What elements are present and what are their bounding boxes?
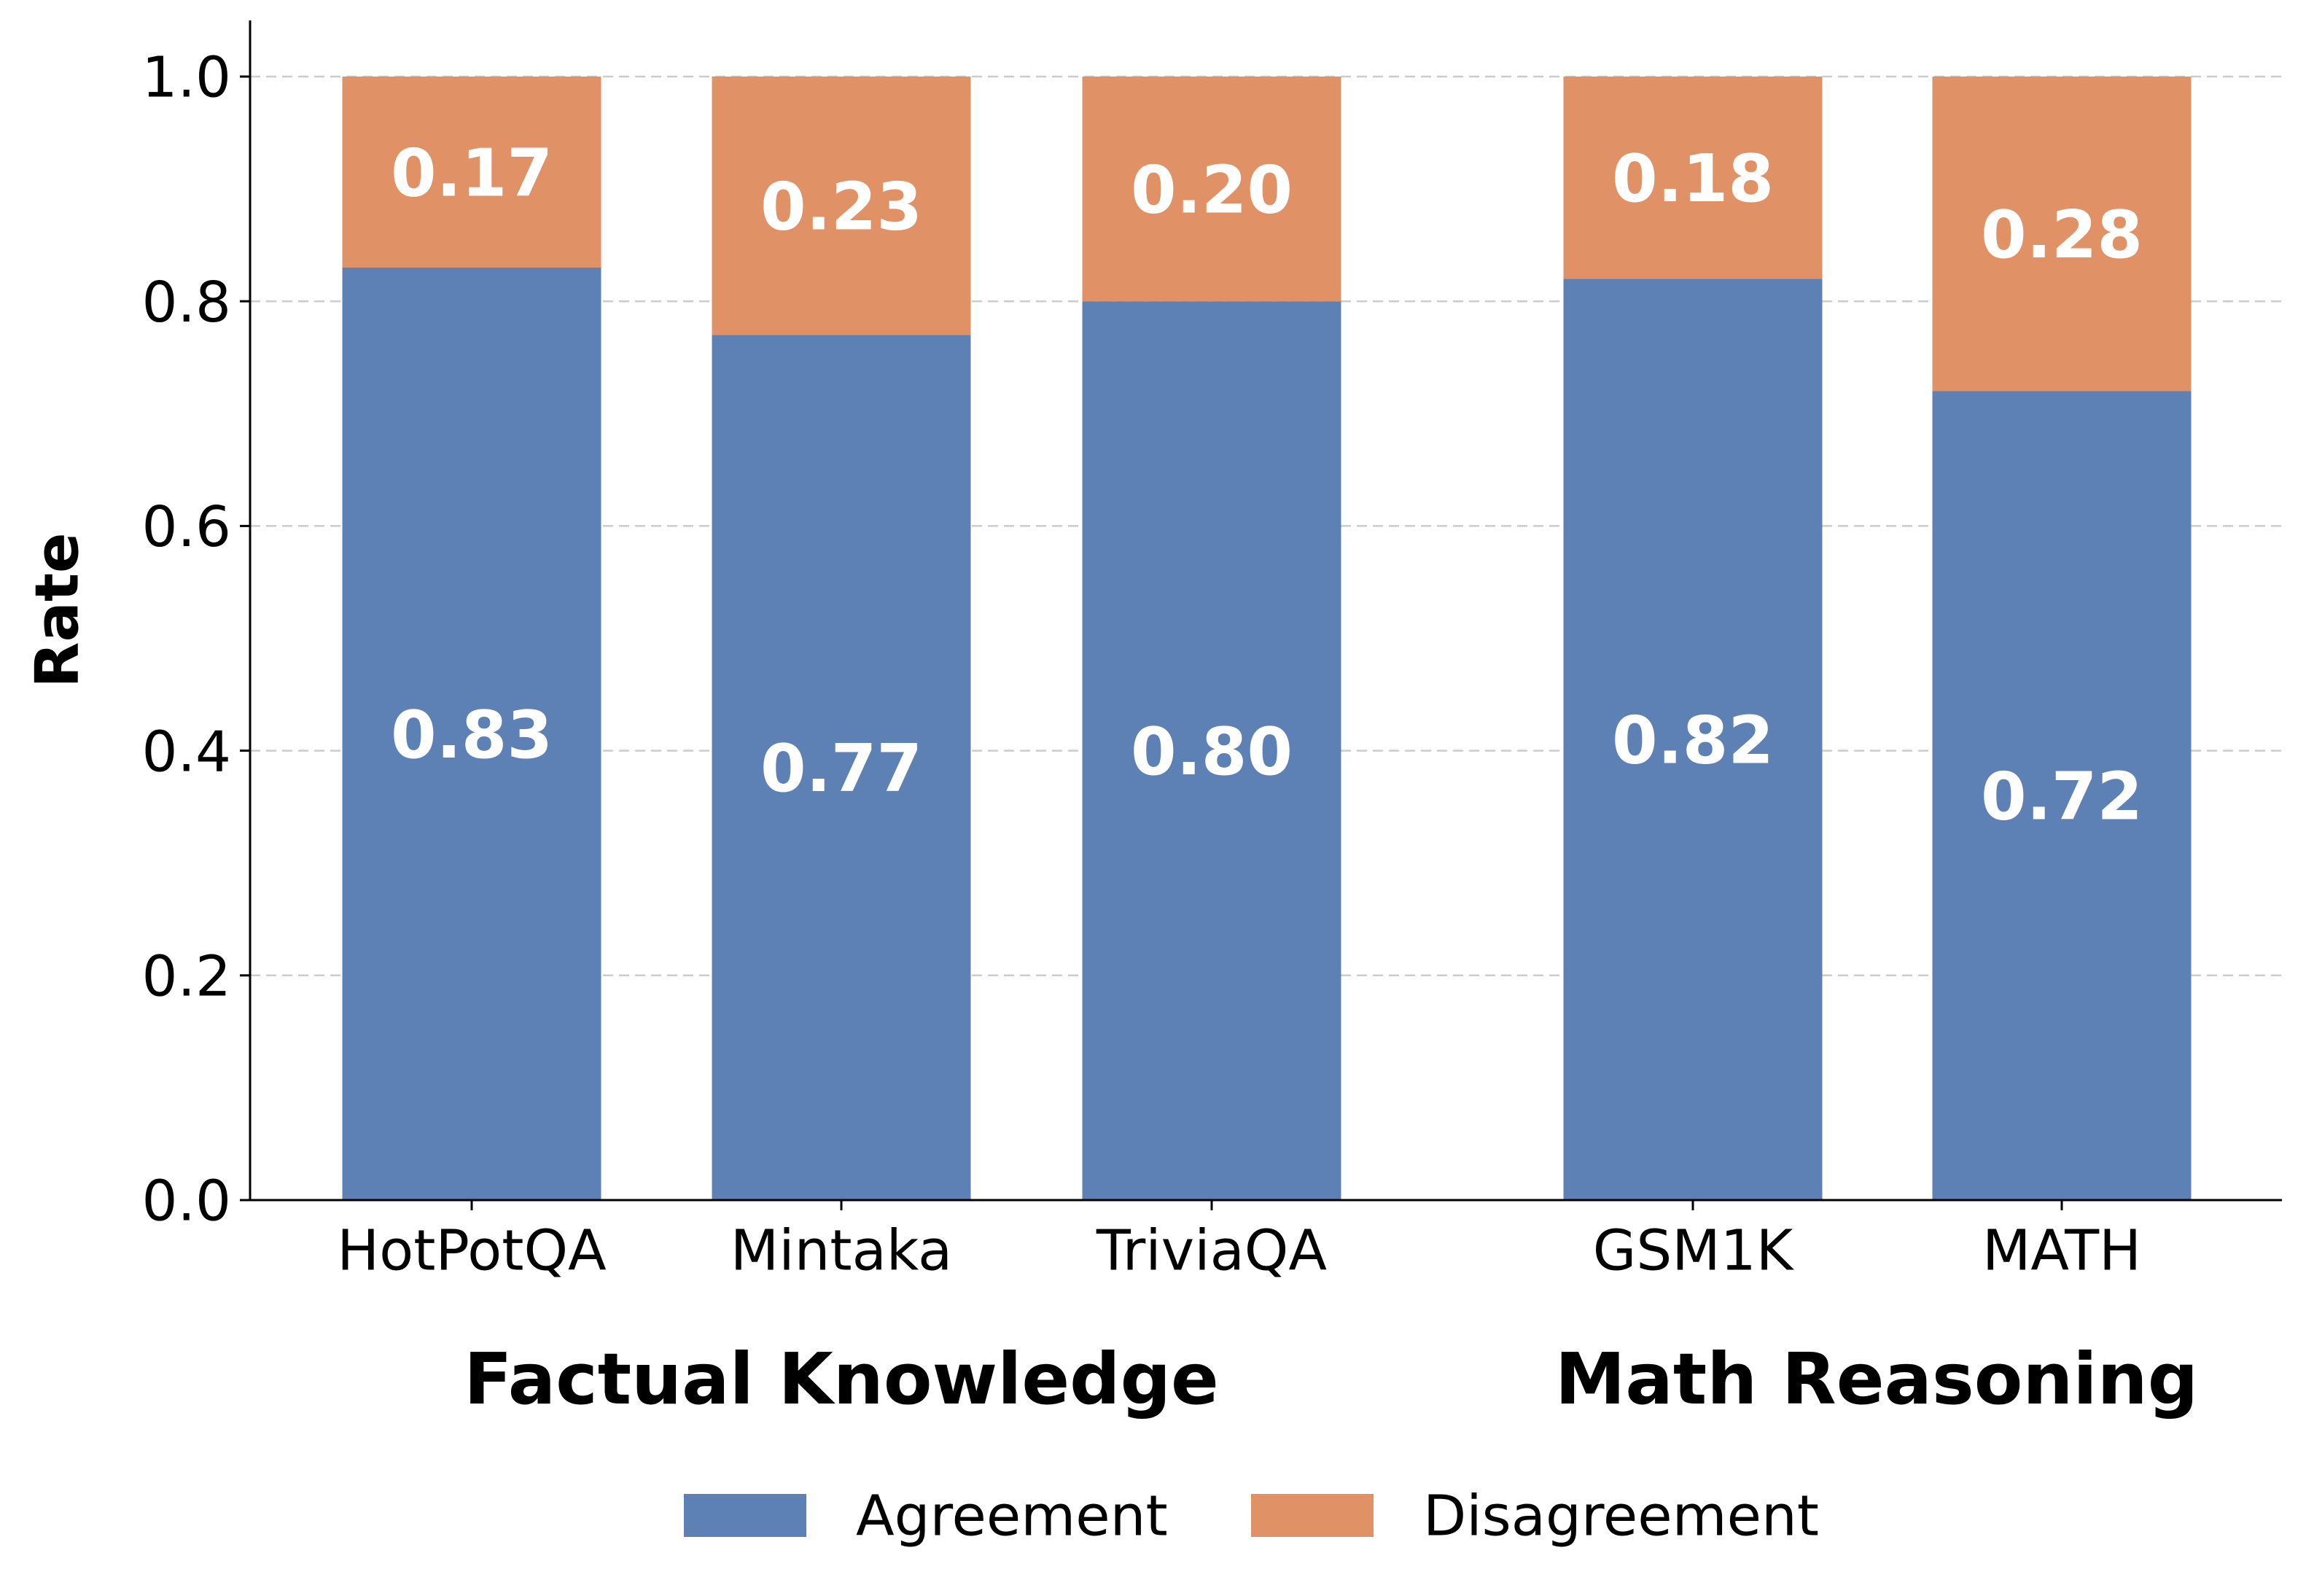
data-label: 0.28 (1981, 197, 2143, 273)
data-label: 0.77 (760, 731, 922, 807)
group-label: Math Reasoning (1555, 1338, 2198, 1420)
y-axis-label: Rate (23, 532, 93, 688)
y-ticks: 0.0 0.2 0.4 0.6 0.8 1.0 (142, 46, 250, 1234)
axes (249, 20, 2282, 1202)
x-tick-label: HotPotQA (337, 1219, 607, 1284)
x-tick-label: TriviaQA (1096, 1219, 1328, 1284)
bar-agreement-hotpotqa (342, 267, 601, 1201)
bar-disagreement-gsm1k (1563, 77, 1823, 279)
y-tick-label: 0.2 (142, 945, 231, 1010)
bar-agreement-triviaqa (1082, 301, 1341, 1201)
data-label: 0.17 (391, 135, 553, 211)
bar-disagreement-math (1932, 77, 2192, 392)
bar-agreement-mintaka (712, 335, 971, 1201)
legend: Agreement Disagreement (684, 1484, 1819, 1549)
legend-swatch-disagreement (1251, 1494, 1374, 1537)
bar-agreement-math (1932, 391, 2192, 1200)
data-label: 0.80 (1131, 714, 1293, 790)
y-tick-label: 1.0 (142, 46, 231, 111)
data-label: 0.18 (1612, 141, 1774, 217)
group-label: Factual Knowledge (464, 1338, 1219, 1420)
data-label: 0.82 (1612, 703, 1774, 779)
legend-label: Agreement (856, 1484, 1168, 1549)
legend-label: Disagreement (1423, 1484, 1819, 1549)
bar-agreement-gsm1k (1563, 279, 1823, 1200)
y-tick-label: 0.6 (142, 495, 231, 560)
legend-swatch-agreement (684, 1494, 806, 1537)
x-tick-label: GSM1K (1593, 1219, 1795, 1284)
data-label: 0.23 (760, 169, 922, 246)
y-tick-label: 0.0 (142, 1169, 231, 1234)
bars: 0.83 0.17 0.77 0.23 0.80 0.20 0.82 0.18 0.72 0.28 (342, 77, 2192, 1201)
bar-disagreement-mintaka (712, 77, 971, 335)
data-label: 0.20 (1131, 152, 1293, 229)
data-label: 0.72 (1981, 759, 2143, 836)
x-tick-label: Mintaka (731, 1219, 952, 1284)
x-ticks: HotPotQA Mintaka TriviaQA GSM1K MATH (337, 1200, 2141, 1284)
bar-disagreement-hotpotqa (342, 77, 601, 268)
group-labels: Factual Knowledge Math Reasoning (464, 1338, 2198, 1420)
y-tick-label: 0.4 (142, 720, 231, 785)
bar-disagreement-triviaqa (1082, 77, 1341, 302)
data-label: 0.83 (391, 697, 553, 774)
x-tick-label: MATH (1982, 1219, 2141, 1284)
y-tick-label: 0.8 (142, 270, 231, 335)
